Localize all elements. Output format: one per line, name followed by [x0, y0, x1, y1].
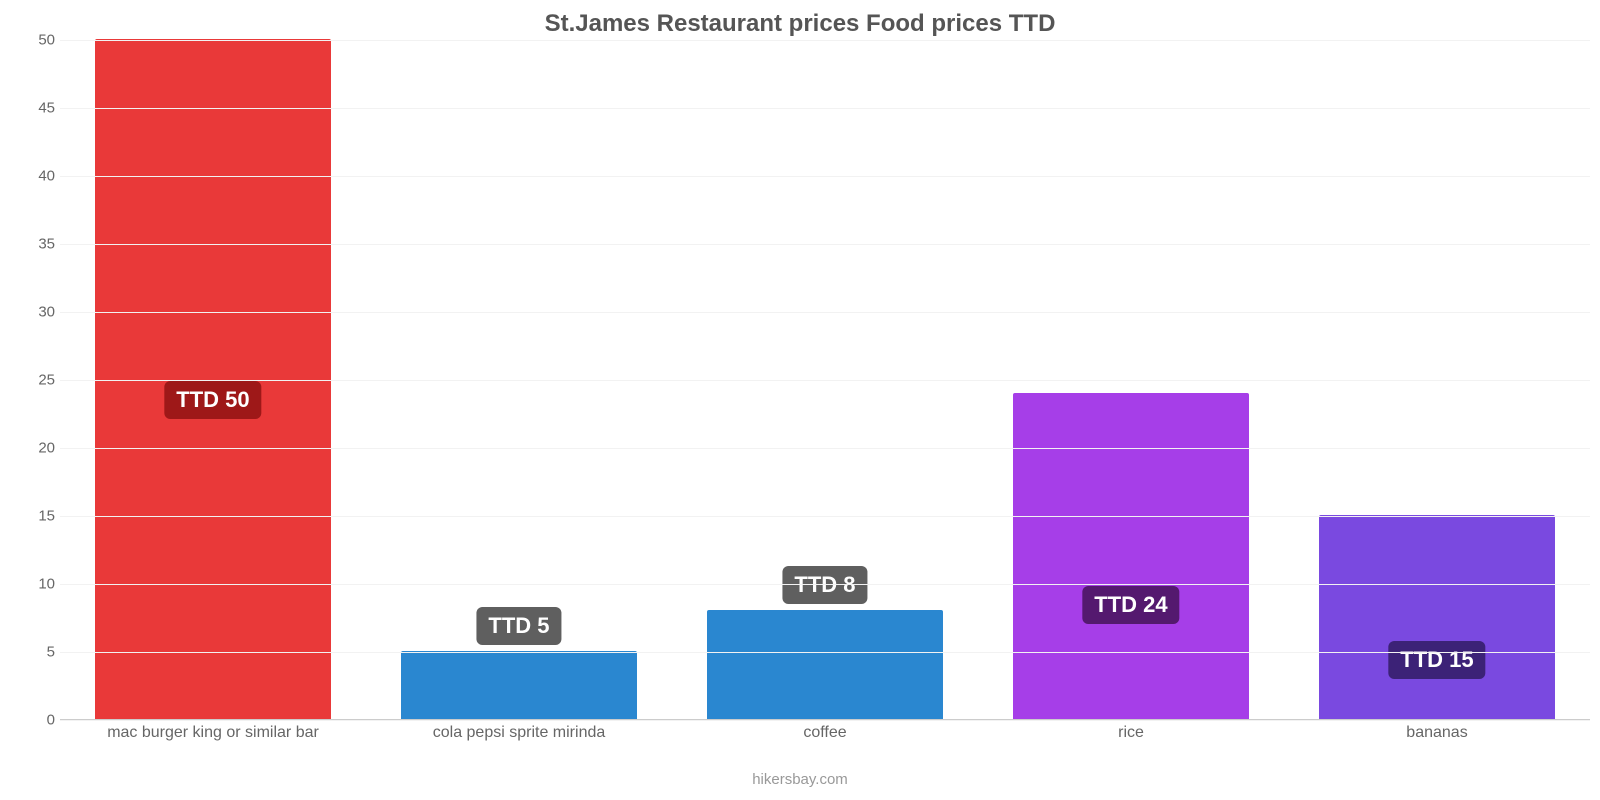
gridline	[60, 720, 1590, 721]
x-tick-label: mac burger king or similar bar	[60, 724, 366, 742]
bar: TTD 50	[95, 39, 331, 719]
y-tick-label: 30	[15, 304, 55, 321]
bar-value-label: TTD 8	[782, 566, 867, 604]
x-tick-label: coffee	[672, 724, 978, 742]
bar: TTD 5	[401, 651, 637, 719]
gridline	[60, 40, 1590, 41]
bar: TTD 8	[707, 610, 943, 719]
gridline	[60, 312, 1590, 313]
bar: TTD 15	[1319, 515, 1555, 719]
x-axis-labels: mac burger king or similar barcola pepsi…	[60, 724, 1590, 742]
plot-area: TTD 50TTD 5TTD 8TTD 24TTD 15 05101520253…	[60, 40, 1590, 720]
gridline	[60, 516, 1590, 517]
bar-value-label: TTD 50	[164, 381, 261, 419]
y-tick-label: 20	[15, 440, 55, 457]
y-tick-label: 0	[15, 712, 55, 729]
attribution-text: hikersbay.com	[0, 771, 1600, 788]
y-tick-label: 35	[15, 236, 55, 253]
gridline	[60, 108, 1590, 109]
y-tick-label: 25	[15, 372, 55, 389]
y-tick-label: 45	[15, 100, 55, 117]
gridline	[60, 448, 1590, 449]
x-tick-label: rice	[978, 724, 1284, 742]
y-tick-label: 15	[15, 508, 55, 525]
y-tick-label: 5	[15, 644, 55, 661]
chart-title: St.James Restaurant prices Food prices T…	[0, 10, 1600, 38]
gridline	[60, 584, 1590, 585]
bar-value-label: TTD 15	[1388, 641, 1485, 679]
gridline	[60, 176, 1590, 177]
x-tick-label: cola pepsi sprite mirinda	[366, 724, 672, 742]
bar: TTD 24	[1013, 393, 1249, 719]
y-tick-label: 40	[15, 168, 55, 185]
y-tick-label: 10	[15, 576, 55, 593]
gridline	[60, 244, 1590, 245]
bar-value-label: TTD 5	[476, 607, 561, 645]
y-tick-label: 50	[15, 32, 55, 49]
gridline	[60, 380, 1590, 381]
x-tick-label: bananas	[1284, 724, 1590, 742]
chart-container: St.James Restaurant prices Food prices T…	[0, 0, 1600, 800]
gridline	[60, 652, 1590, 653]
bar-value-label: TTD 24	[1082, 586, 1179, 624]
